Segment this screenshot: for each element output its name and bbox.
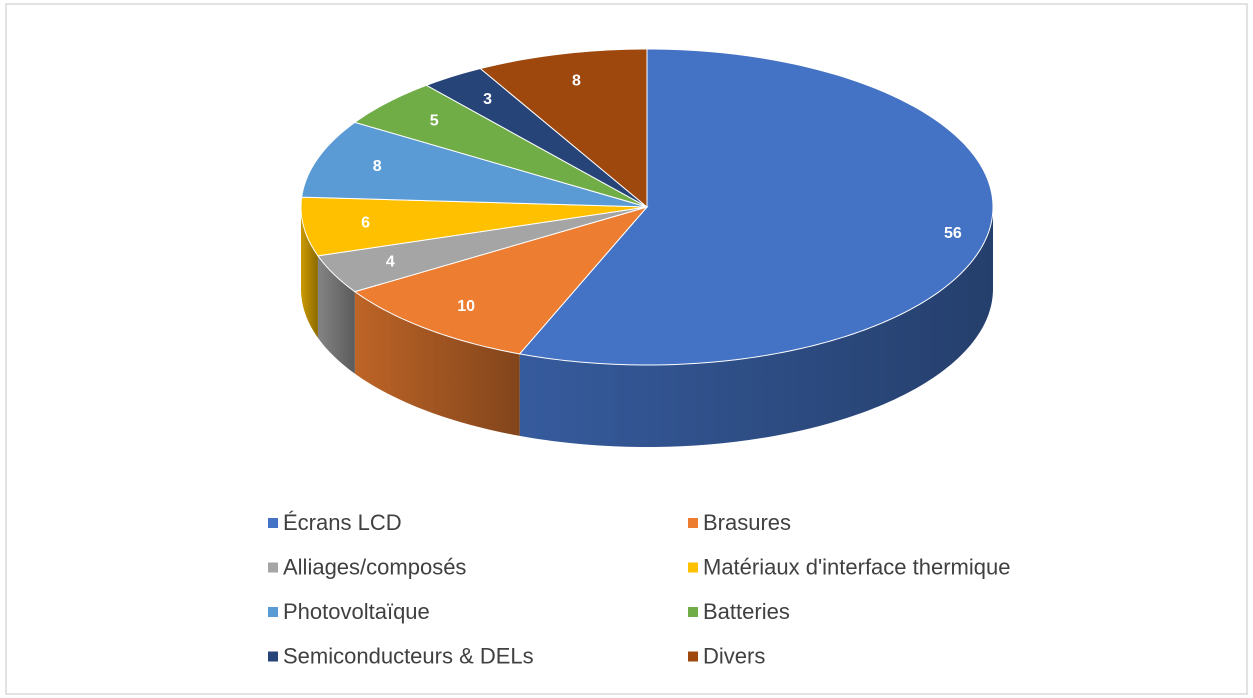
legend-swatch	[268, 607, 278, 617]
legend-label: Divers	[703, 643, 765, 668]
legend-label: Écrans LCD	[283, 510, 402, 535]
data-label: 56	[944, 225, 962, 242]
slice-side	[317, 255, 355, 374]
data-label: 4	[386, 253, 395, 270]
slice	[353, 84, 648, 208]
legend-label: Semiconducteurs & DELs	[283, 643, 534, 668]
slice	[518, 48, 994, 366]
legend-label: Photovoltaïque	[283, 599, 430, 624]
slice	[300, 196, 648, 257]
slice	[479, 48, 648, 209]
slice-side	[301, 207, 318, 338]
legend-swatch	[268, 562, 278, 573]
legend-swatch	[688, 562, 698, 573]
legend-swatch	[688, 651, 698, 662]
legend-swatch	[268, 518, 278, 528]
slice-side	[519, 207, 993, 447]
slice	[317, 206, 648, 293]
slice	[353, 206, 649, 355]
legend-label: Batteries	[703, 599, 790, 624]
legend-swatch	[688, 607, 698, 617]
legend-label: Alliages/composés	[283, 554, 466, 579]
data-label: 10	[457, 298, 475, 315]
data-label: 3	[483, 91, 492, 108]
legend-label: Brasures	[703, 510, 791, 535]
data-label: 8	[572, 73, 581, 90]
slice-side	[354, 291, 520, 436]
slice	[301, 121, 648, 208]
legend-label: Matériaux d'interface thermique	[703, 554, 1010, 579]
data-label: 5	[430, 113, 439, 130]
data-label: 6	[361, 214, 370, 231]
data-label: 8	[373, 158, 382, 175]
legend-swatch	[268, 651, 278, 662]
legend-swatch	[688, 518, 698, 528]
slice	[425, 67, 648, 208]
